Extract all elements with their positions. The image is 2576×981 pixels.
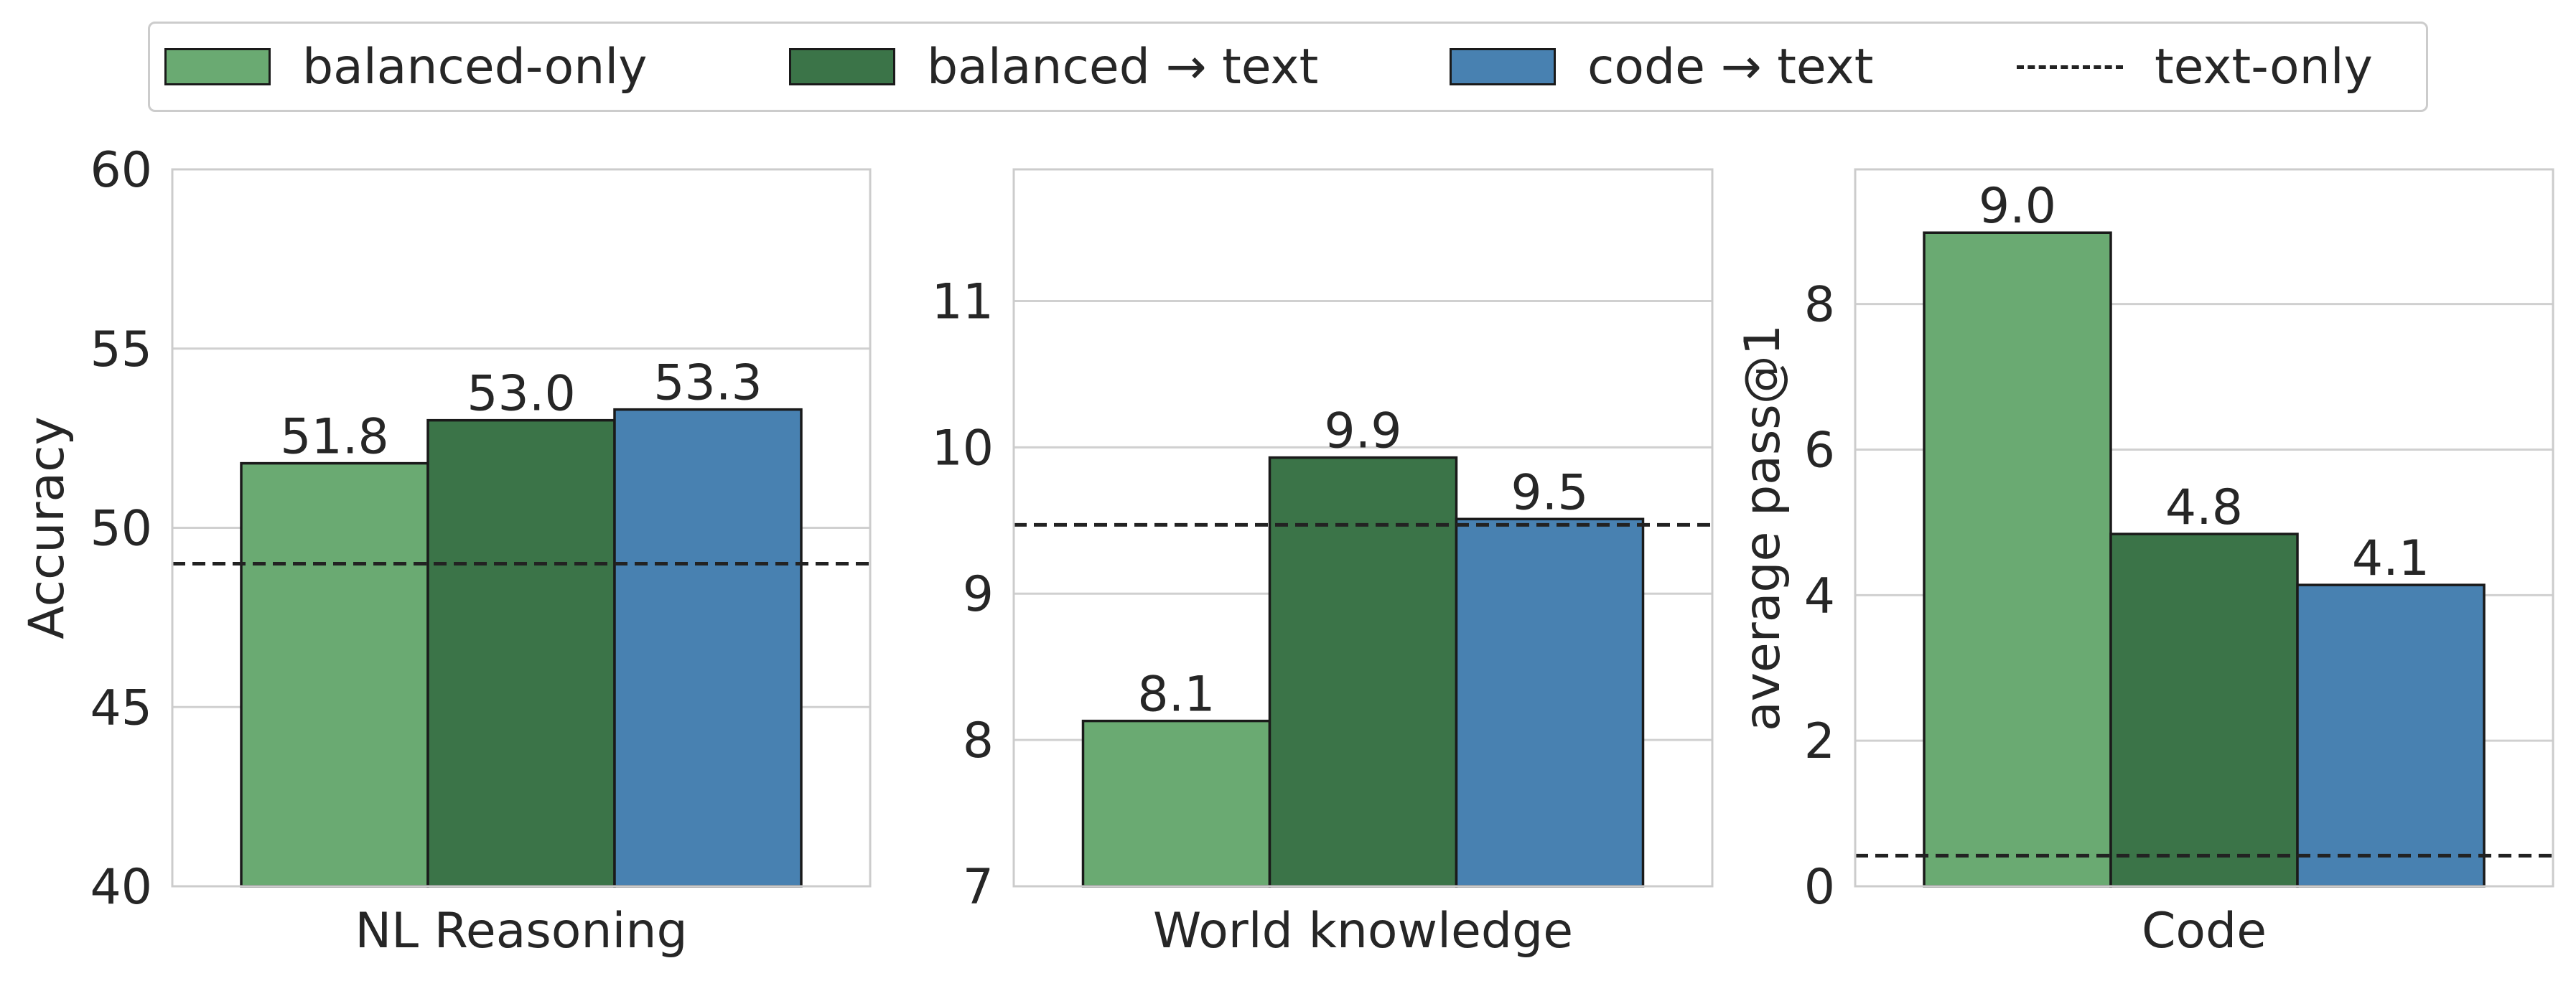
y-tick-label: 2 xyxy=(1804,713,1835,770)
y-tick-label: 4 xyxy=(1804,568,1835,624)
y-tick-label: 45 xyxy=(90,680,152,736)
y-tick-label: 7 xyxy=(963,859,994,916)
x-category-label: NL Reasoning xyxy=(355,903,687,959)
legend-swatch xyxy=(789,48,895,85)
legend-swatch xyxy=(1450,48,1556,85)
data-label: 8.1 xyxy=(1137,667,1215,723)
bar xyxy=(1455,517,1645,888)
bar xyxy=(613,408,803,888)
axes-frame xyxy=(1854,168,2554,888)
bar xyxy=(240,461,429,888)
legend-item-1: balanced-only xyxy=(164,24,648,110)
y-tick-label: 55 xyxy=(90,321,152,378)
bar xyxy=(1081,719,1271,888)
x-category-label: World knowledge xyxy=(1153,903,1573,959)
y-axis-label: Accuracy xyxy=(19,416,75,639)
bar xyxy=(1923,231,2112,888)
legend-label: code → text xyxy=(1587,38,1874,95)
y-tick-label: 0 xyxy=(1804,859,1835,916)
legend-label: balanced-only xyxy=(302,38,648,95)
data-label: 9.5 xyxy=(1511,464,1588,521)
data-label: 51.8 xyxy=(280,409,388,466)
bar xyxy=(426,418,616,888)
y-tick-label: 8 xyxy=(963,713,994,769)
legend-swatch xyxy=(164,48,271,85)
data-label: 4.1 xyxy=(2352,530,2430,587)
data-label: 53.0 xyxy=(467,366,575,423)
y-tick-label: 60 xyxy=(90,142,152,199)
bar xyxy=(2109,532,2299,888)
x-category-label: Code xyxy=(2142,903,2267,959)
legend-line-swatch xyxy=(2017,65,2123,69)
y-tick-label: 11 xyxy=(931,273,994,330)
data-label: 53.3 xyxy=(653,355,762,412)
data-label: 9.9 xyxy=(1324,403,1401,460)
y-tick-label: 6 xyxy=(1804,422,1835,479)
data-label: 4.8 xyxy=(2165,479,2243,536)
y-tick-label: 9 xyxy=(963,566,994,623)
bar xyxy=(1268,456,1458,888)
legend-label: balanced → text xyxy=(927,38,1319,95)
legend: balanced-only balanced → text code → text t… xyxy=(148,22,2428,112)
y-tick-label: 10 xyxy=(931,420,994,477)
legend-item-4: text-only xyxy=(2017,24,2373,110)
y-tick-label: 40 xyxy=(90,859,152,916)
legend-item-2: balanced → text xyxy=(789,24,1318,110)
data-label: 9.0 xyxy=(1979,178,2056,235)
legend-item-3: code → text xyxy=(1450,24,1873,110)
axes-frame xyxy=(1012,168,1714,888)
axes-frame xyxy=(171,168,872,888)
y-tick-label: 8 xyxy=(1804,277,1835,334)
y-axis-label: average pass@1 xyxy=(1735,324,1791,731)
bar xyxy=(2296,583,2486,888)
legend-label: text-only xyxy=(2155,38,2373,95)
y-tick-label: 50 xyxy=(90,501,152,558)
